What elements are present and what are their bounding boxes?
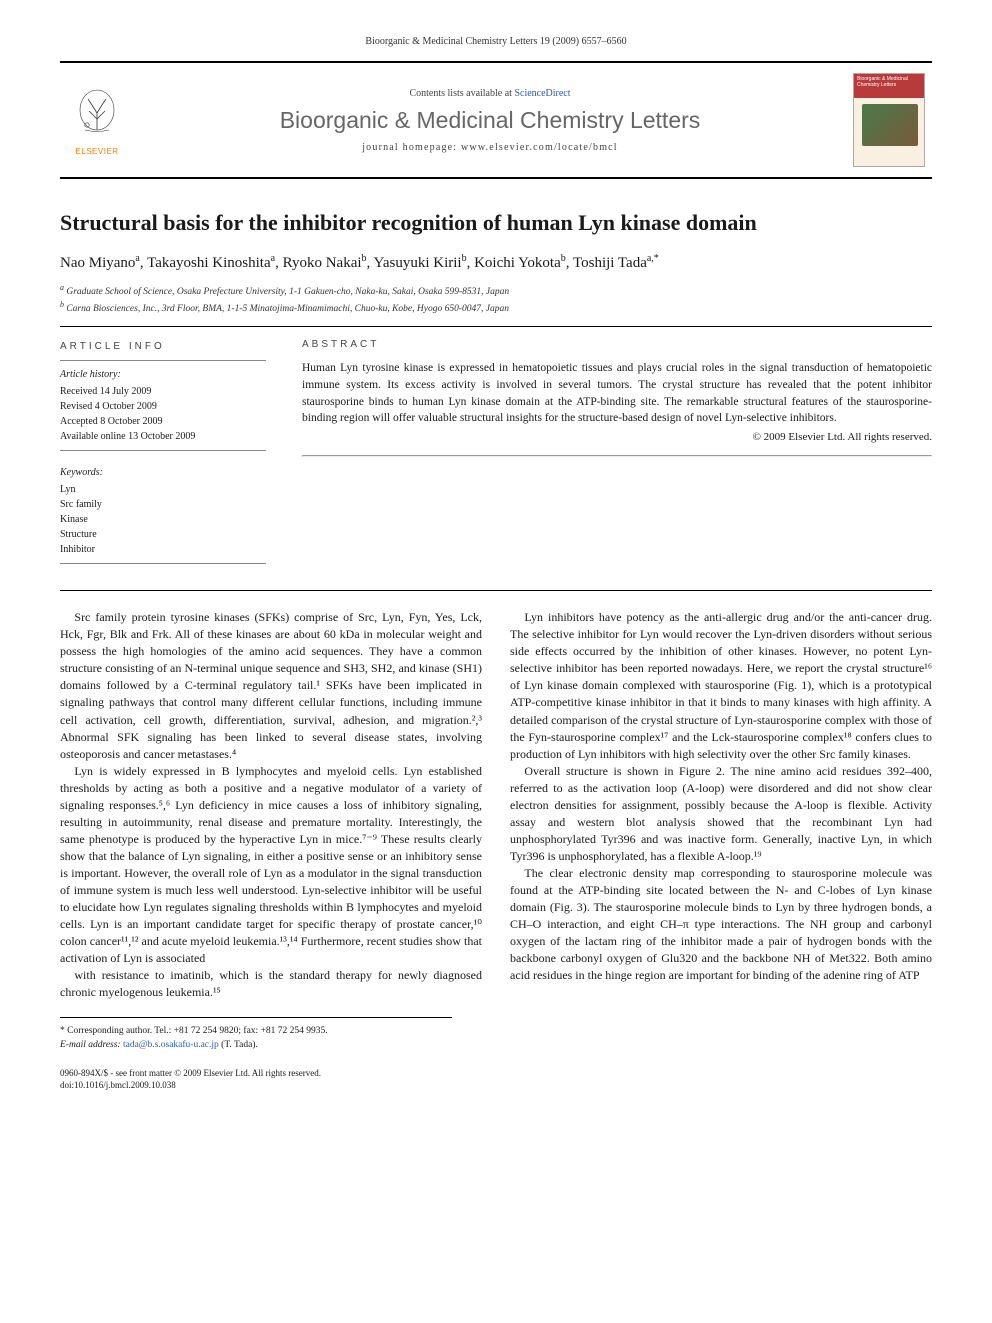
section-rule — [60, 326, 932, 327]
email-label: E-mail address: — [60, 1040, 121, 1050]
author-list: Nao Miyanoa, Takayoshi Kinoshitaa, Ryoko… — [60, 253, 932, 272]
keyword: Kinase — [60, 512, 266, 527]
keywords-heading: Keywords: — [60, 465, 266, 480]
journal-title: Bioorganic & Medicinal Chemistry Letters — [280, 107, 701, 134]
history-accepted: Accepted 8 October 2009 — [60, 414, 266, 429]
abstract-block: abstract Human Lyn tyrosine kinase is ex… — [302, 339, 932, 570]
body-paragraph: Lyn is widely expressed in B lymphocytes… — [60, 763, 482, 967]
page-footer-copyright: 0960-894X/$ - see front matter © 2009 El… — [60, 1067, 932, 1092]
publisher-name: ELSEVIER — [75, 147, 118, 156]
running-header: Bioorganic & Medicinal Chemistry Letters… — [60, 36, 932, 47]
article-title: Structural basis for the inhibitor recog… — [60, 209, 932, 237]
keyword: Src family — [60, 497, 266, 512]
body-paragraph: Src family protein tyrosine kinases (SFK… — [60, 609, 482, 762]
thin-rule — [60, 563, 266, 564]
issn-line: 0960-894X/$ - see front matter © 2009 El… — [60, 1067, 932, 1080]
article-body: Src family protein tyrosine kinases (SFK… — [60, 590, 932, 1001]
affiliation-a: a Graduate School of Science, Osaka Pref… — [60, 282, 932, 299]
masthead-cover: Bioorganic & Medicinal Chemistry Letters — [846, 63, 932, 177]
sciencedirect-link[interactable]: ScienceDirect — [514, 88, 570, 99]
body-paragraph: Overall structure is shown in Figure 2. … — [510, 763, 932, 865]
contents-available-line: Contents lists available at ScienceDirec… — [409, 88, 570, 99]
corresponding-email-link[interactable]: tada@b.s.osakafu-u.ac.jp — [123, 1040, 219, 1050]
keyword: Lyn — [60, 482, 266, 497]
contents-prefix: Contents lists available at — [409, 88, 514, 99]
masthead-center: Contents lists available at ScienceDirec… — [134, 63, 846, 177]
thin-rule — [60, 360, 266, 361]
abstract-heading: abstract — [302, 339, 932, 350]
email-attribution: (T. Tada). — [221, 1040, 258, 1050]
abstract-text: Human Lyn tyrosine kinase is expressed i… — [302, 360, 932, 427]
email-line: E-mail address: tada@b.s.osakafu-u.ac.jp… — [60, 1038, 452, 1052]
history-online: Available online 13 October 2009 — [60, 429, 266, 444]
publisher-logo-block: ELSEVIER — [60, 63, 134, 177]
article-info-block: article info Article history: Received 1… — [60, 339, 266, 570]
journal-cover-thumbnail: Bioorganic & Medicinal Chemistry Letters — [853, 73, 925, 167]
abstract-copyright: © 2009 Elsevier Ltd. All rights reserved… — [302, 431, 932, 443]
thin-rule — [302, 455, 932, 457]
keyword: Structure — [60, 527, 266, 542]
body-paragraph: with resistance to imatinib, which is th… — [60, 967, 482, 1001]
elsevier-tree-icon — [70, 85, 124, 145]
affiliation-b: b Carna Biosciences, Inc., 3rd Floor, BM… — [60, 299, 932, 316]
affiliations: a Graduate School of Science, Osaka Pref… — [60, 282, 932, 317]
keyword: Inhibitor — [60, 542, 266, 557]
body-paragraph: Lyn inhibitors have potency as the anti-… — [510, 609, 932, 762]
journal-masthead: ELSEVIER Contents lists available at Sci… — [60, 61, 932, 179]
article-info-heading: article info — [60, 339, 266, 354]
cover-image-placeholder — [862, 104, 918, 146]
history-received: Received 14 July 2009 — [60, 384, 266, 399]
article-history-heading: Article history: — [60, 367, 266, 382]
corresponding-author-footnote: * Corresponding author. Tel.: +81 72 254… — [60, 1017, 452, 1053]
thin-rule — [60, 450, 266, 451]
doi-line: doi:10.1016/j.bmcl.2009.10.038 — [60, 1079, 932, 1092]
cover-title-text: Bioorganic & Medicinal Chemistry Letters — [857, 77, 921, 88]
corresponding-line: * Corresponding author. Tel.: +81 72 254… — [60, 1024, 452, 1038]
body-paragraph: The clear electronic density map corresp… — [510, 865, 932, 984]
history-revised: Revised 4 October 2009 — [60, 399, 266, 414]
article-meta-row: article info Article history: Received 1… — [60, 339, 932, 570]
journal-homepage-line: journal homepage: www.elsevier.com/locat… — [362, 142, 618, 153]
